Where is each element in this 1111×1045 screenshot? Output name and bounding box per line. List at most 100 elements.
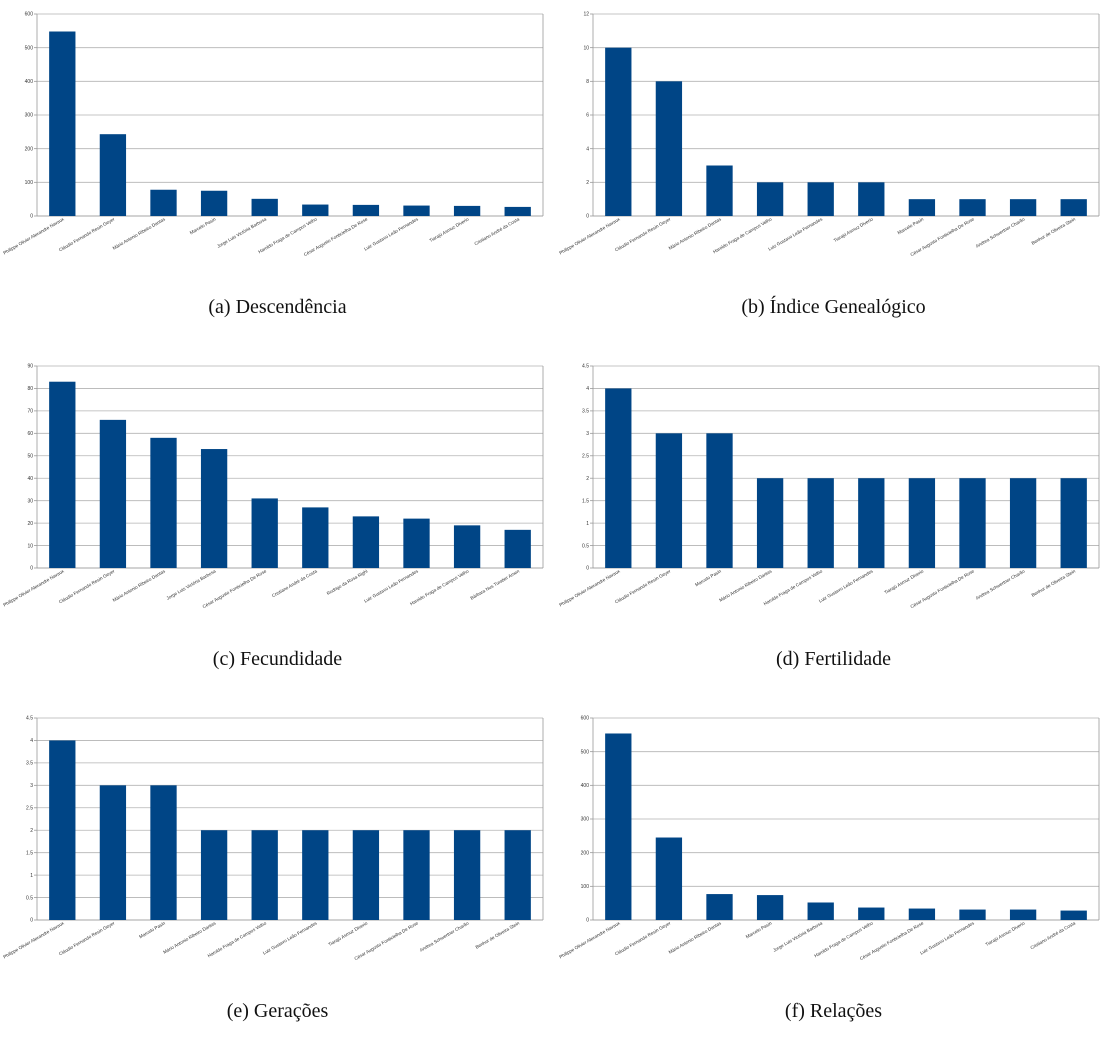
y-tick-label: 3 <box>30 783 33 789</box>
bar <box>200 190 228 216</box>
bar <box>504 529 531 568</box>
x-tick-label: Cláudio Fernando Resin Geyer <box>58 920 116 956</box>
y-tick-label: 400 <box>25 79 34 85</box>
bar <box>1060 478 1087 568</box>
chart-caption: (a) Descendência <box>208 296 347 318</box>
bar <box>150 437 177 568</box>
bar <box>605 47 632 216</box>
bar <box>908 908 936 920</box>
bar-chart-indice-genealogico: 0 2 4 6 8 10 12 Philippe Olivier Alexandre Nava… <box>558 12 1100 257</box>
x-tick-label: Marcelo Pasin <box>138 920 166 939</box>
bar <box>251 198 278 216</box>
x-tick-label: Mário Antonio Ribeiro Dantas <box>668 216 723 251</box>
bar <box>302 830 329 920</box>
bar <box>200 830 228 920</box>
bar <box>453 830 481 920</box>
y-tick-label: 0 <box>586 214 589 220</box>
y-tick-label: 300 <box>581 817 590 823</box>
y-tick-label: 30 <box>27 498 33 504</box>
x-tick-label: Philippe Olivier Alexandre Navaux <box>558 920 621 959</box>
x-tick-label: Philippe Olivier Alexandre Navaux <box>558 216 621 255</box>
bar <box>403 830 430 920</box>
bar <box>706 433 733 568</box>
bar <box>99 134 127 216</box>
bar <box>1009 478 1037 568</box>
bar <box>756 478 784 568</box>
y-tick-label: 2 <box>30 828 33 834</box>
bar <box>302 507 329 568</box>
bar <box>1009 199 1037 216</box>
bar <box>605 733 632 920</box>
y-tick-label: 1.5 <box>582 498 589 504</box>
y-tick-label: 600 <box>25 12 34 18</box>
x-tick-label: Cláudio Fernando Resin Geyer <box>614 568 672 604</box>
x-tick-label: Luiz Gustavo Leão Fernandes <box>363 216 419 251</box>
bar <box>49 740 76 920</box>
y-tick-label: 90 <box>27 364 33 370</box>
y-tick-label: 400 <box>581 783 590 789</box>
bar <box>858 907 885 920</box>
chart-panel-a: 0 100 200 300 400 500 600 Philippe Olivier Alex… <box>0 0 555 341</box>
bar <box>655 837 683 920</box>
bar <box>302 204 329 216</box>
y-tick-label: 0 <box>30 918 33 924</box>
bar <box>403 518 430 568</box>
x-tick-label: Bárbara Nus Turatier Amen <box>469 568 520 600</box>
chart-panel-f: 0 100 200 300 400 500 600 Philippe Olivier Alex… <box>556 704 1111 1045</box>
y-tick-label: 4.5 <box>582 364 589 370</box>
x-tick-label: Marcelo Pasin <box>897 216 925 235</box>
y-tick-label: 500 <box>25 45 34 51</box>
y-tick-label: 4 <box>586 386 589 392</box>
chart-panel-b: 0 2 4 6 8 10 12 Philippe Olivier Alexandre Nava… <box>556 0 1111 341</box>
bar <box>352 204 380 216</box>
x-tick-label: Philippe Olivier Alexandre Navaux <box>2 216 65 255</box>
x-tick-label: Mário Antonio Ribeiro Dantas <box>112 568 167 603</box>
x-tick-label: Tiarajú Asmuz Diverio <box>985 920 1026 947</box>
bar <box>99 785 127 920</box>
y-tick-label: 2 <box>586 476 589 482</box>
bar-chart-geracoes: 0 0.5 1 1.5 2 2.5 3 3.5 4 4.5 Philippe Olivier Ale… <box>2 716 544 961</box>
x-tick-label: Cristiano André da Costa <box>1029 920 1076 950</box>
x-tick-label: Tiarajú Asmuz Diverio <box>883 568 924 595</box>
bar <box>655 81 683 216</box>
bar <box>908 478 936 568</box>
chart-caption: (c) Fecundidade <box>212 648 343 670</box>
bar <box>858 478 885 568</box>
bar <box>49 381 76 568</box>
y-tick-label: 0.5 <box>582 543 589 549</box>
x-tick-label: Marcelo Pasin <box>694 568 722 587</box>
y-tick-label: 1 <box>30 873 33 879</box>
x-tick-label: Luiz Gustavo Leão Fernandes <box>818 568 874 603</box>
y-tick-label: 2 <box>586 180 589 186</box>
bar <box>251 498 278 568</box>
x-tick-label: Benhur de Oliveira Stein <box>1031 216 1077 245</box>
x-tick-label: Tiarajú Asmuz Diverio <box>833 216 874 243</box>
bar-chart-descendencia: 0 100 200 300 400 500 600 Philippe Olivier Alex… <box>2 12 544 257</box>
x-tick-label: Marcelo Pasin <box>189 216 217 235</box>
y-tick-label: 3 <box>586 431 589 437</box>
y-tick-label: 3.5 <box>26 761 33 767</box>
x-tick-label: Mário Antonio Ribeiro Dantas <box>718 568 773 603</box>
y-tick-label: 0.5 <box>26 895 33 901</box>
x-tick-label: Cristiano André da Costa <box>271 568 318 598</box>
x-tick-label: Luiz Gustavo Leão Fernandes <box>767 216 823 251</box>
bar <box>504 830 531 920</box>
bar-chart-fertilidade: 0 0.5 1 1.5 2 2.5 3 3.5 4 4.5 Philippe Olivier Ale… <box>558 364 1100 609</box>
y-tick-label: 8 <box>586 79 589 85</box>
x-tick-label: Cláudio Fernando Resin Geyer <box>58 216 116 252</box>
x-tick-label: Cláudio Fernando Resin Geyer <box>614 920 672 956</box>
x-tick-label: Tiarajú Asmuz Diverio <box>327 920 368 947</box>
bar <box>807 902 834 920</box>
bar <box>453 525 481 568</box>
y-tick-label: 0 <box>586 918 589 924</box>
x-tick-label: Mário Antonio Ribeiro Dantas <box>112 216 167 251</box>
y-tick-label: 3.5 <box>582 409 589 415</box>
x-tick-label: Jorge Luis Victória Barbosa <box>216 216 267 249</box>
bar <box>655 433 683 568</box>
bar <box>706 165 733 216</box>
x-tick-label: Philippe Olivier Alexandre Navaux <box>2 568 65 607</box>
y-tick-label: 60 <box>27 431 33 437</box>
x-tick-label: Marcelo Pasin <box>745 920 773 939</box>
y-tick-label: 70 <box>27 409 33 415</box>
bar <box>1060 199 1087 216</box>
